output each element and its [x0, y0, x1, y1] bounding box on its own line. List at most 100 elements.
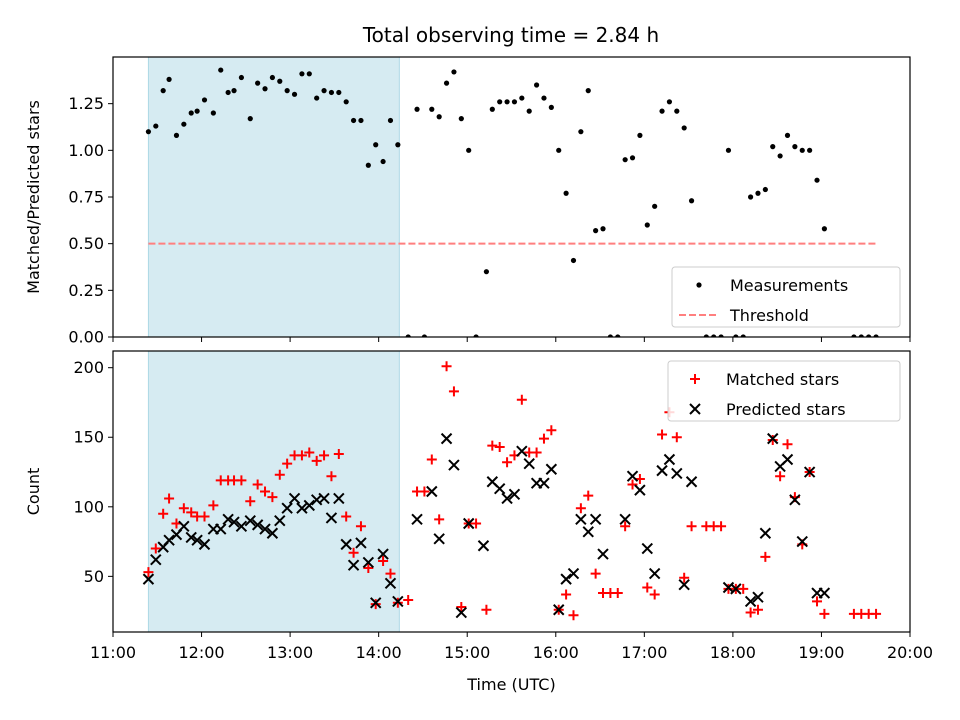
legend-label: Measurements: [730, 276, 848, 295]
predicted-stars-point: [392, 595, 404, 608]
predicted-stars-point: [347, 559, 360, 571]
matched-stars-point: [260, 486, 271, 497]
matched-stars-point: [378, 556, 389, 567]
measurement-point: [210, 110, 216, 116]
predicted-stars-point: [477, 540, 490, 552]
predicted-stars-point: [796, 535, 808, 548]
measurement-point: [578, 129, 584, 135]
predicted-stars-point: [803, 466, 816, 478]
y-tick-label: 0.25: [68, 281, 104, 300]
matched-stars-point: [531, 447, 542, 458]
measurement-point: [659, 108, 665, 114]
matched-stars-point: [686, 521, 697, 532]
matched-stars-point: [538, 433, 549, 444]
predicted-stars-point: [648, 567, 661, 580]
matched-stars-point: [487, 440, 498, 451]
measurement-point: [497, 99, 503, 105]
matched-stars-point: [871, 608, 882, 619]
measurement-point: [681, 125, 687, 131]
predicted-stars-point: [582, 526, 594, 538]
measurement-point: [405, 334, 411, 337]
matched-stars-point: [419, 486, 430, 497]
matched-stars-point: [620, 521, 631, 532]
measurement-point: [792, 144, 798, 150]
measurement-point: [181, 121, 187, 127]
y-tick-label: 1.00: [68, 141, 104, 160]
measurement-point: [711, 334, 717, 337]
predicted-stars-point: [626, 470, 639, 482]
observing-span-shade: [147, 350, 400, 633]
matched-stars-point: [186, 507, 197, 518]
predicted-stars-point: [191, 534, 203, 546]
predicted-stars-point: [685, 476, 698, 488]
matched-stars-point: [494, 441, 505, 452]
matched-stars-point: [546, 425, 557, 436]
x-axis-label: Time (UTC): [466, 675, 555, 694]
measurement-point: [247, 116, 253, 122]
measurement-point: [570, 257, 577, 264]
measurement-point: [548, 104, 554, 110]
bottom-panel: 50 100 150 200 11:00 12:00 13:00 14:00 15:00 16:0…: [24, 350, 933, 694]
matched-stars-point: [319, 450, 330, 461]
matched-stars-point: [164, 493, 175, 504]
predicted-stars-point: [663, 453, 676, 466]
matched-stars-point: [657, 429, 668, 440]
y-tick-label: 100: [73, 497, 104, 516]
chart-title: Total observing time = 2.84 h: [362, 23, 659, 47]
measurement-point: [306, 71, 312, 77]
legend-box: [671, 266, 901, 328]
measurement-point: [201, 97, 208, 103]
predicted-stars-point: [281, 502, 293, 514]
measurement-point: [336, 89, 342, 96]
predicted-stars-point: [163, 534, 175, 546]
matched-stars-point: [516, 394, 527, 405]
measurement-point: [784, 132, 791, 138]
predicted-stars-point: [567, 567, 580, 580]
matched-stars-point: [252, 479, 263, 490]
measurement-point: [748, 194, 754, 200]
predicted-stars-point: [370, 597, 382, 609]
predicted-stars-point: [384, 577, 397, 590]
measurement-point: [504, 99, 510, 105]
measurement-point: [291, 91, 298, 97]
x-tick-label: 17:00: [621, 643, 667, 662]
measurement-point: [644, 222, 650, 228]
measurement-point: [218, 67, 224, 73]
y-tick-label: 1.25: [68, 94, 104, 113]
matched-stars-point: [456, 601, 467, 612]
matched-stars-point: [245, 496, 256, 507]
predicted-stars-point: [545, 463, 558, 475]
measurement-point: [255, 80, 261, 86]
measurement-point: [814, 177, 820, 183]
predicted-stars-point: [340, 538, 352, 551]
measurement-point: [153, 123, 159, 129]
measurement-point: [622, 157, 628, 163]
predicted-stars-point: [303, 499, 316, 512]
predicted-stars-point: [433, 533, 445, 545]
measurement-point: [284, 88, 290, 94]
top-panel: 0.00 0.25 0.50 0.75 1.00 1.25 Matched/Predicte…: [24, 56, 911, 347]
predicted-stars-point: [752, 591, 764, 603]
predicted-stars-point: [215, 523, 227, 535]
measurement-point: [380, 158, 386, 165]
matched-stars-point: [282, 458, 293, 469]
measurement-point: [436, 114, 442, 120]
matched-stars-point: [612, 588, 623, 599]
matched-stars-point: [752, 604, 763, 615]
matched-stars-point: [481, 604, 492, 615]
predicted-stars-point: [325, 512, 338, 524]
matched-stars-point: [158, 508, 169, 519]
measurement-point: [231, 88, 237, 94]
measurement-point: [593, 228, 599, 234]
predicted-stars-point: [244, 515, 256, 527]
measurement-point: [395, 142, 401, 148]
predicted-stars-point: [501, 492, 513, 505]
legend-box: [667, 360, 901, 422]
x-tick-label: 20:00: [887, 643, 933, 662]
measurement-point: [194, 108, 200, 114]
predicted-stars-point: [411, 513, 423, 526]
predicted-stars-point: [251, 519, 264, 531]
legend-measurements-marker: [696, 282, 702, 288]
predicted-stars-point: [730, 583, 742, 595]
matched-stars-point: [426, 454, 437, 465]
